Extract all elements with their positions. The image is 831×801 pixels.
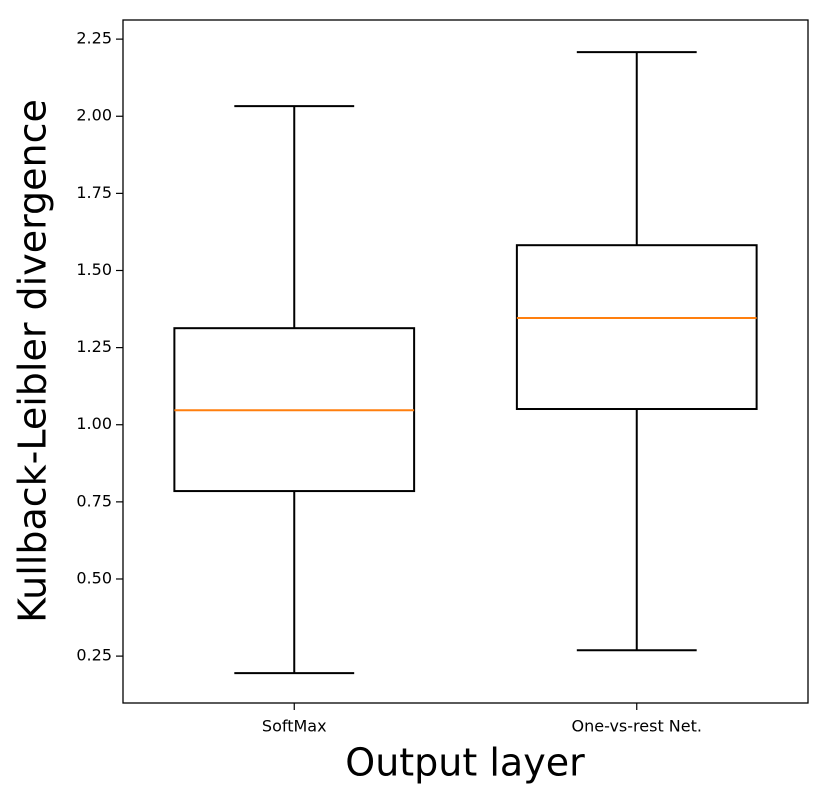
y-tick-label: 2.25	[76, 29, 112, 48]
plot-frame	[122, 19, 809, 704]
box	[515, 244, 758, 411]
x-axis-label: Output layer	[345, 741, 585, 785]
y-axis-label: Kullback-Leibler divergence	[11, 99, 55, 623]
y-tick-label: 2.00	[76, 106, 112, 125]
x-tick-label: SoftMax	[262, 717, 327, 736]
y-tick-label: 1.75	[76, 183, 112, 202]
y-tick-label: 1.00	[76, 414, 112, 433]
y-tick-label: 1.25	[76, 337, 112, 356]
x-tick-label: One-vs-rest Net.	[572, 717, 702, 736]
y-tick-label: 0.25	[76, 646, 112, 665]
y-tick-label: 0.50	[76, 568, 112, 587]
y-tick-label: 1.50	[76, 260, 112, 279]
y-tick-label: 0.75	[76, 491, 112, 510]
